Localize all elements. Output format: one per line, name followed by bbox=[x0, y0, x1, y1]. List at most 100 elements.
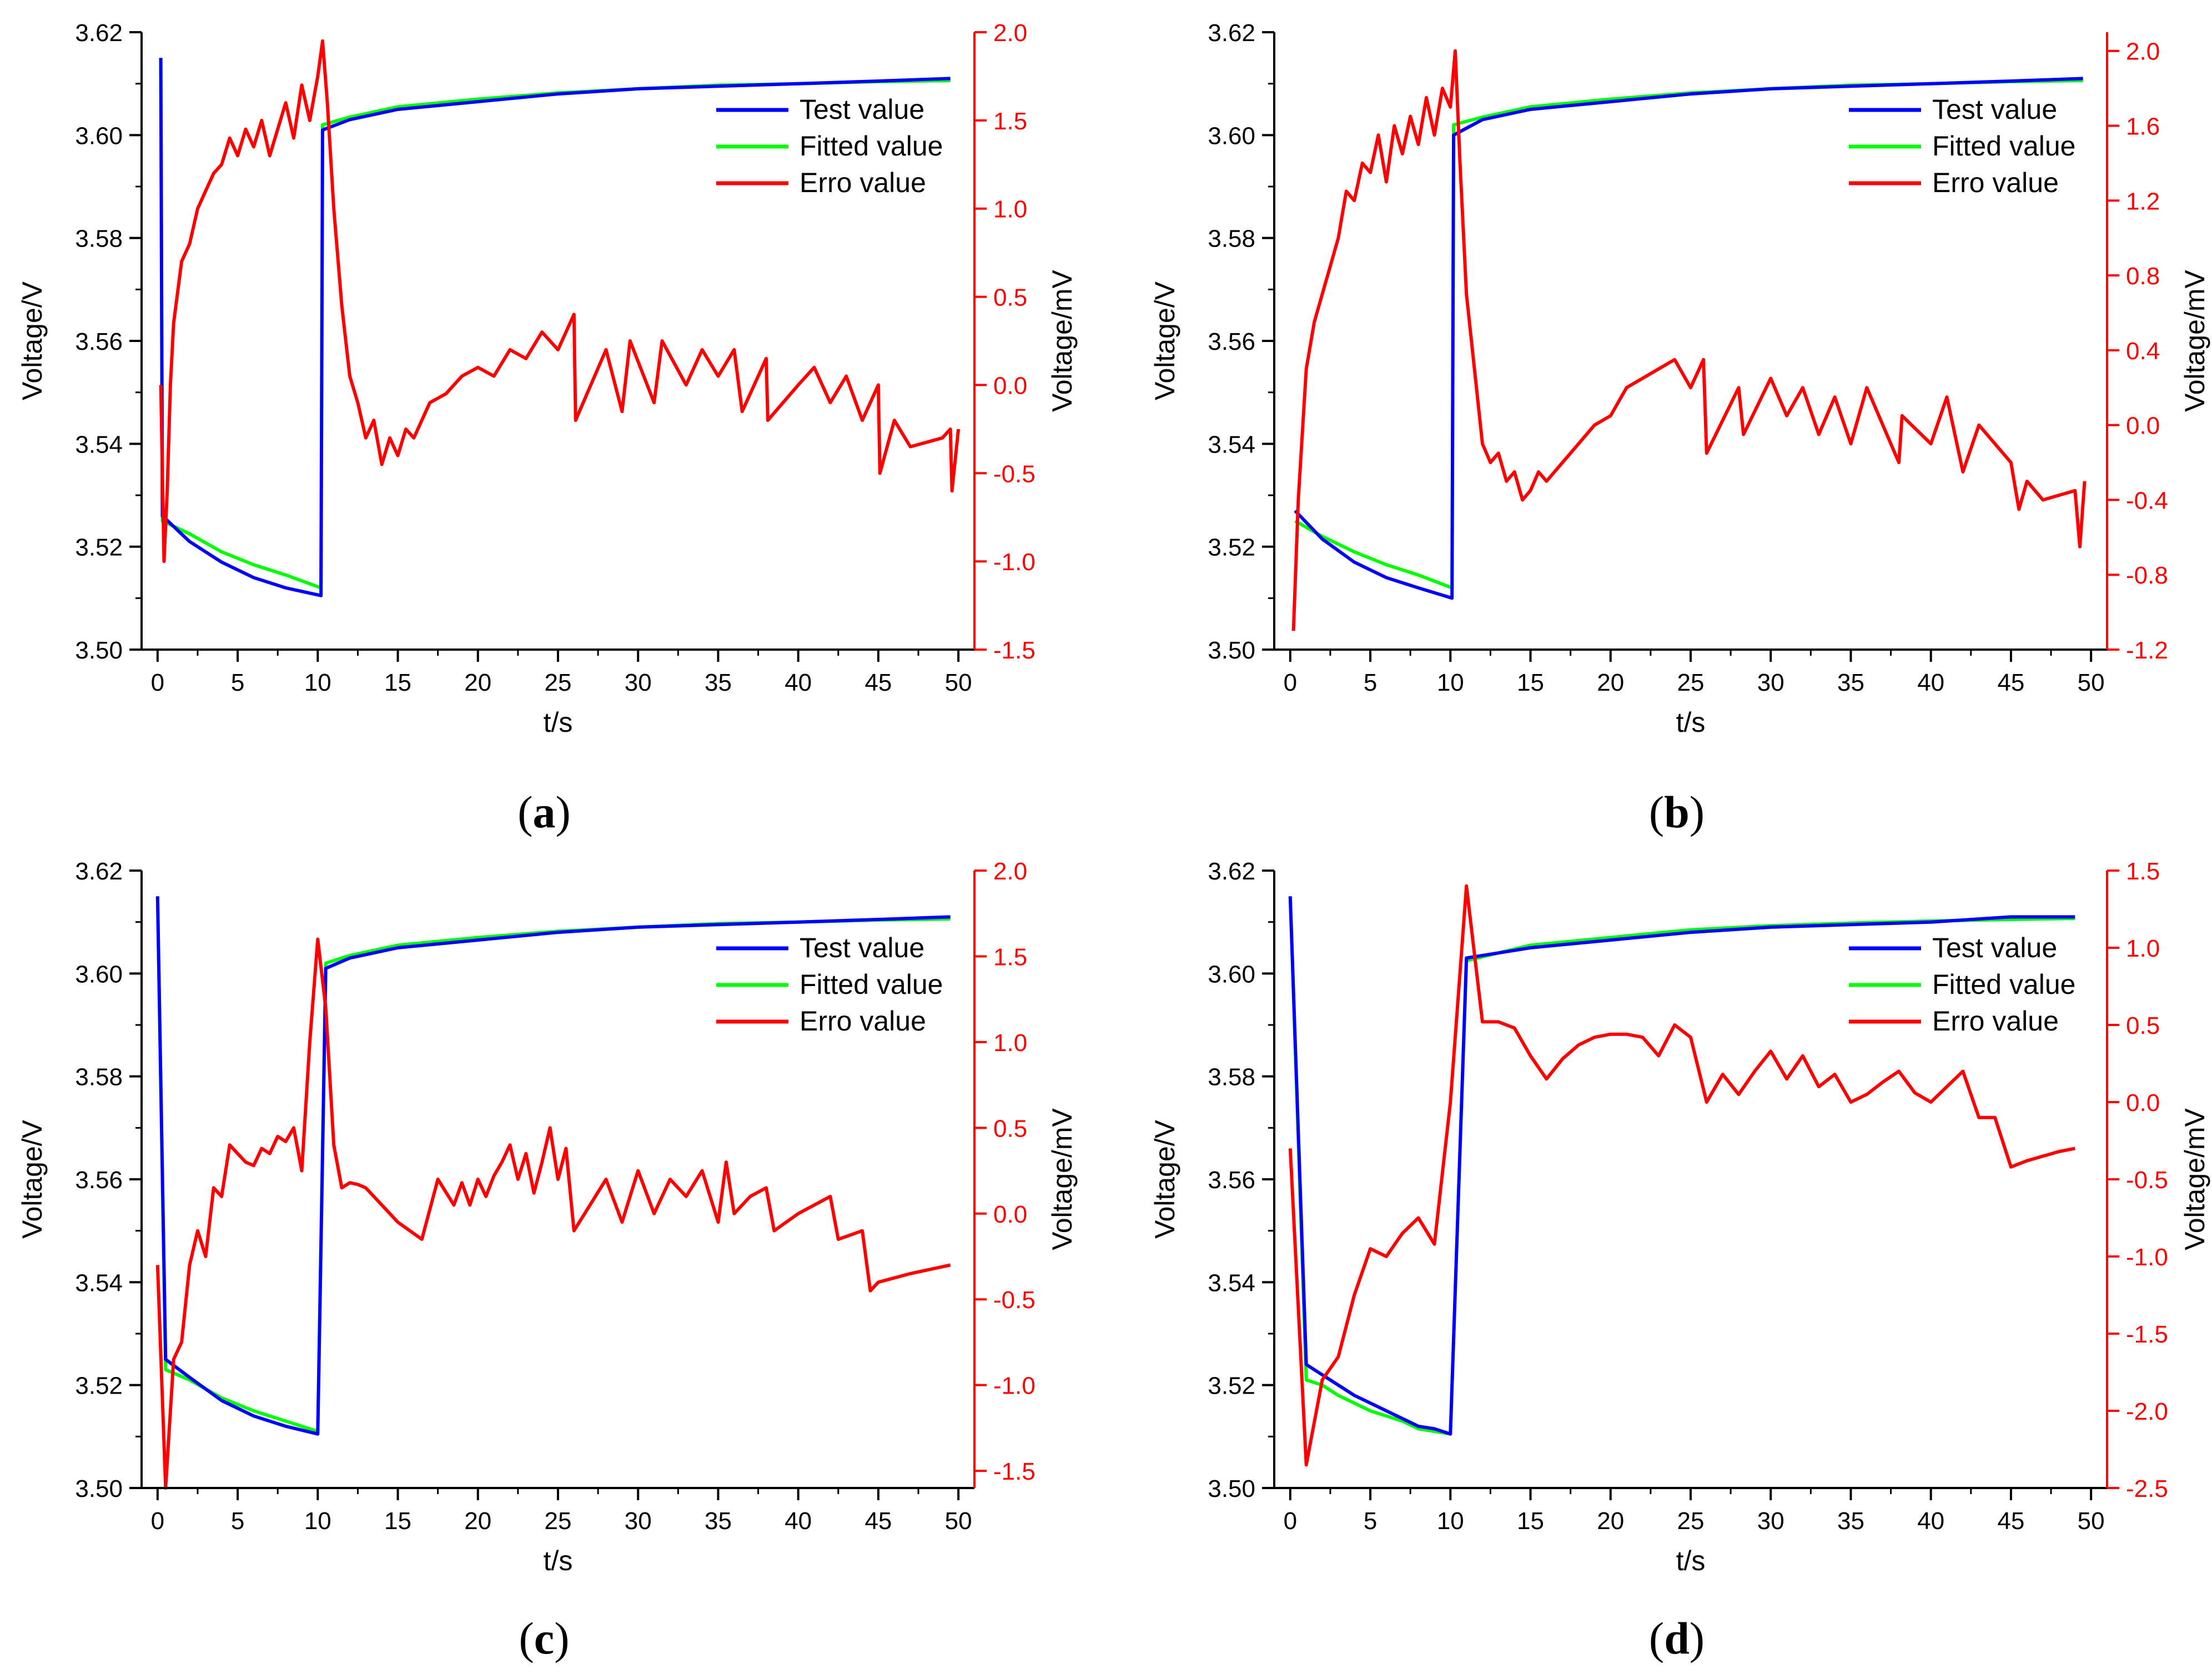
panel-d-caption-close: ) bbox=[1690, 1613, 1705, 1663]
x-tick-label: 40 bbox=[785, 669, 812, 696]
y-right-tick-label: 1.5 bbox=[993, 943, 1027, 971]
x-tick-label: 35 bbox=[705, 1507, 732, 1535]
x-tick-label: 50 bbox=[945, 669, 972, 696]
y-left-tick-label: 3.56 bbox=[75, 328, 123, 355]
x-tick-label: 15 bbox=[1517, 1507, 1544, 1535]
y-right-tick-label: 1.0 bbox=[993, 196, 1027, 223]
y-axis-left-title: Voltage/V bbox=[17, 281, 48, 400]
y-left-tick-label: 3.52 bbox=[1208, 534, 1255, 561]
y-right-tick-label: 0.5 bbox=[993, 1115, 1027, 1142]
y-left-tick-label: 3.54 bbox=[1208, 1269, 1255, 1296]
panel-c-caption: (c) bbox=[519, 1613, 569, 1663]
y-left-tick-label: 3.50 bbox=[1208, 637, 1255, 664]
legend-label: Test value bbox=[1932, 932, 2057, 963]
y-left-tick-label: 3.62 bbox=[1208, 858, 1255, 885]
x-tick-label: 30 bbox=[1757, 1507, 1784, 1535]
y-left-tick-label: 3.60 bbox=[75, 961, 123, 988]
y-left-tick-label: 3.60 bbox=[75, 122, 123, 149]
series-erro-value-line bbox=[155, 937, 951, 1490]
y-left-tick-label: 3.58 bbox=[75, 225, 123, 253]
x-tick-label: 5 bbox=[1364, 669, 1377, 696]
legend-label: Test value bbox=[800, 932, 924, 963]
y-right-tick-label: 1.0 bbox=[993, 1029, 1027, 1057]
series-erro-value-line bbox=[159, 39, 961, 564]
y-right-tick-label: -0.5 bbox=[993, 1286, 1035, 1314]
panel-d-caption: (d) bbox=[1649, 1613, 1705, 1663]
y-left-tick-label: 3.62 bbox=[75, 19, 123, 47]
series-erro-value-line bbox=[1291, 49, 2087, 631]
x-tick-label: 30 bbox=[625, 1507, 652, 1535]
x-axis-title: t/s bbox=[544, 1545, 573, 1576]
y-axis-left-title: Voltage/V bbox=[1149, 1119, 1180, 1239]
legend-label: Fitted value bbox=[800, 130, 943, 162]
plot-d: 0 5 10 15 20 25 30 35 40 45 50 3.50 3.52 3.54 3.56 3.58… bbox=[1149, 858, 2210, 1576]
x-tick-label: 40 bbox=[785, 1507, 812, 1535]
x-tick-label: 10 bbox=[304, 1507, 331, 1535]
y-right-tick-label: 2.0 bbox=[2126, 38, 2160, 66]
x-axis-title: t/s bbox=[1676, 707, 1706, 738]
panel-b-caption-open: ( bbox=[1649, 787, 1664, 837]
plot-c: 0 5 10 15 20 25 30 35 40 45 50 3.50 3.52 3.54 3.56 3.58… bbox=[17, 858, 1078, 1576]
y-left-tick-label: 3.58 bbox=[75, 1064, 123, 1091]
y-axis-right-title: Voltage/mV bbox=[1047, 1108, 1078, 1250]
x-tick-label: 40 bbox=[1917, 1507, 1944, 1535]
panel-a-caption-open: ( bbox=[517, 787, 532, 837]
y-left-tick-label: 3.50 bbox=[75, 637, 123, 664]
x-tick-label: 20 bbox=[1597, 1507, 1624, 1535]
x-tick-label: 5 bbox=[231, 1507, 244, 1535]
x-tick-label: 20 bbox=[464, 669, 491, 696]
x-tick-label: 45 bbox=[1997, 1507, 2024, 1535]
panel-d-caption-letter: d bbox=[1664, 1613, 1690, 1663]
y-right-tick-label: 1.6 bbox=[2126, 113, 2160, 140]
y-left-tick-label: 3.54 bbox=[1208, 431, 1255, 458]
x-axis-title: t/s bbox=[1676, 1545, 1706, 1576]
panel-d-caption-open: ( bbox=[1649, 1613, 1664, 1663]
y-left-tick-label: 3.54 bbox=[75, 431, 123, 458]
y-left-tick-label: 3.54 bbox=[75, 1269, 123, 1296]
legend-label: Erro value bbox=[1932, 167, 2059, 198]
series-erro-value-line bbox=[1288, 884, 2075, 1467]
x-tick-label: 5 bbox=[1364, 1507, 1377, 1535]
panel-d: 0 5 10 15 20 25 30 35 40 45 50 3.50 3.52 3.54 3.56 3.58… bbox=[1149, 858, 2210, 1663]
x-tick-label: 25 bbox=[545, 1507, 572, 1535]
y-right-tick-label: -0.5 bbox=[2126, 1167, 2168, 1194]
x-tick-label: 45 bbox=[864, 669, 892, 696]
x-tick-label: 25 bbox=[1677, 669, 1705, 696]
y-left-tick-label: 3.62 bbox=[1208, 19, 1255, 47]
y-right-tick-label: 0.0 bbox=[2126, 413, 2160, 440]
y-right-tick-label: 1.0 bbox=[2126, 935, 2160, 962]
x-tick-label: 0 bbox=[151, 1507, 164, 1535]
y-left-tick-label: 3.56 bbox=[75, 1167, 123, 1194]
x-axis-title: t/s bbox=[544, 707, 573, 738]
y-left-tick-label: 3.52 bbox=[75, 1373, 123, 1400]
x-tick-label: 45 bbox=[1997, 669, 2024, 696]
x-tick-label: 10 bbox=[1437, 669, 1464, 696]
panel-a-caption-close: ) bbox=[556, 787, 571, 837]
x-tick-label: 50 bbox=[945, 1507, 972, 1535]
series-test-value-line bbox=[1288, 896, 2075, 1436]
x-tick-label: 5 bbox=[231, 669, 244, 696]
x-tick-label: 20 bbox=[464, 1507, 491, 1535]
legend-label: Test value bbox=[1932, 94, 2057, 125]
panel-b-caption: (b) bbox=[1649, 787, 1705, 837]
y-right-tick-label: -0.8 bbox=[2126, 562, 2168, 589]
y-right-tick-label: 0.0 bbox=[2126, 1089, 2160, 1117]
y-axis-left-title: Voltage/V bbox=[1149, 281, 1180, 400]
y-right-tick-label: 0.8 bbox=[2126, 263, 2160, 290]
y-right-tick-label: 1.5 bbox=[2126, 858, 2160, 885]
x-tick-label: 35 bbox=[1837, 1507, 1864, 1535]
x-tick-label: 20 bbox=[1597, 669, 1624, 696]
y-left-tick-label: 3.58 bbox=[1208, 225, 1255, 253]
x-tick-label: 15 bbox=[384, 1507, 411, 1535]
x-tick-label: 0 bbox=[1284, 669, 1297, 696]
x-tick-label: 50 bbox=[2078, 669, 2105, 696]
series-test-value-line bbox=[155, 896, 951, 1436]
x-tick-label: 40 bbox=[1917, 669, 1944, 696]
y-left-tick-label: 3.60 bbox=[1208, 961, 1255, 988]
x-tick-label: 25 bbox=[545, 669, 572, 696]
x-tick-label: 35 bbox=[1837, 669, 1864, 696]
panel-b-caption-close: ) bbox=[1690, 787, 1705, 837]
y-right-tick-label: 0.5 bbox=[2126, 1012, 2160, 1039]
legend-label: Fitted value bbox=[1932, 130, 2075, 162]
y-right-tick-label: -1.0 bbox=[993, 549, 1035, 576]
